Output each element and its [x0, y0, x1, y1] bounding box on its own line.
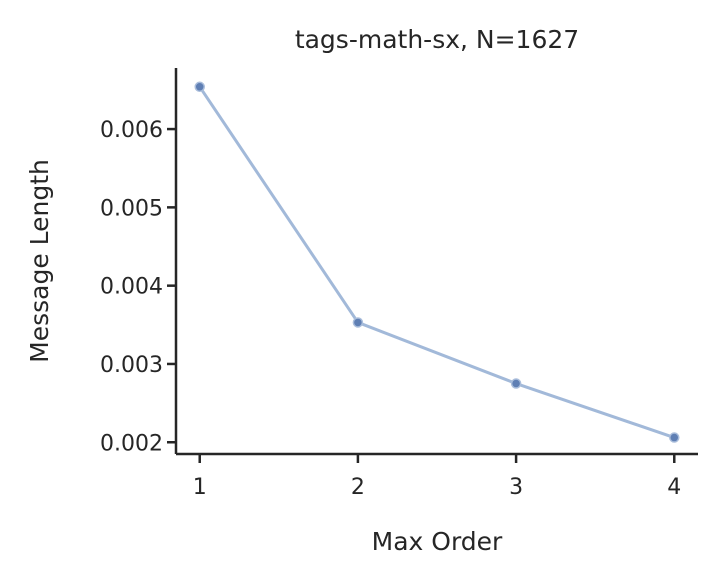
x-tick-label: 4: [667, 475, 681, 500]
x-tick-label: 2: [351, 475, 365, 500]
y-tick-label: 0.002: [100, 431, 163, 456]
y-tick-label: 0.006: [100, 118, 163, 143]
y-axis-ticks: 0.002 0.003 0.004 0.005 0.006: [100, 118, 176, 456]
data-point: [510, 378, 522, 389]
plot-area: [174, 68, 698, 456]
y-tick-label: 0.005: [100, 196, 163, 221]
data-point: [352, 317, 364, 328]
x-axis-ticks: 1 2 3 4: [193, 454, 681, 500]
y-axis-label: Message Length: [25, 159, 54, 363]
x-axis-label: Max Order: [372, 527, 503, 556]
data-point: [669, 432, 680, 443]
data-point: [194, 81, 205, 93]
series-layer: [194, 81, 680, 443]
series-line: [198, 85, 676, 440]
y-tick-label: 0.003: [100, 353, 163, 378]
chart-title: tags-math-sx, N=1627: [295, 25, 579, 54]
y-tick-label: 0.004: [100, 275, 163, 300]
x-tick-label: 3: [509, 475, 523, 500]
x-tick-label: 1: [193, 475, 207, 500]
